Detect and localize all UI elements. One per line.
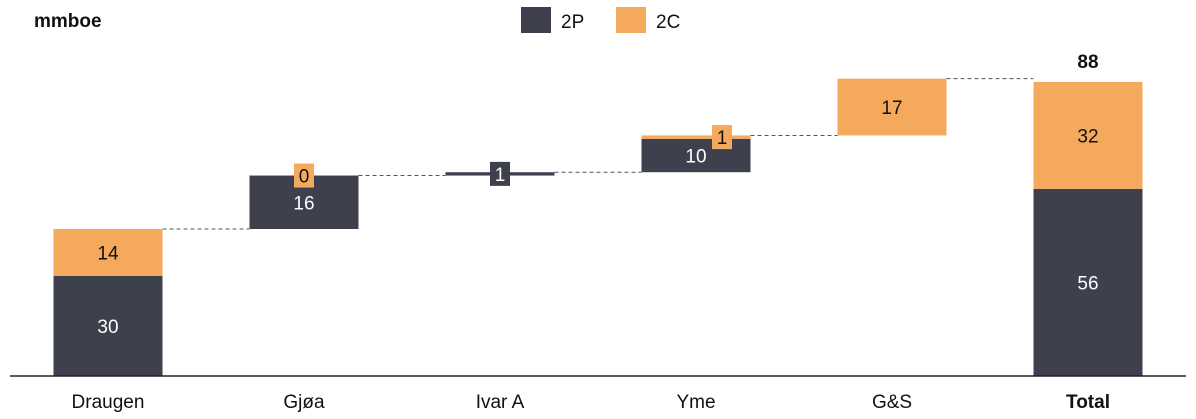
legend-swatch-2c xyxy=(616,7,646,33)
legend-label-2c: 2C xyxy=(656,12,680,33)
data-label-2p-box xyxy=(490,161,510,186)
data-label-2c: 0 xyxy=(299,167,310,188)
data-label-2p: 30 xyxy=(97,317,118,338)
data-labels: 30 14 16 0 1 10 1 17 56 32 88 xyxy=(97,52,1098,338)
total-label: 88 xyxy=(1077,52,1098,73)
bar-2c-total xyxy=(1033,82,1143,189)
data-label-2c-box xyxy=(712,125,732,150)
legend-label-2p: 2P xyxy=(561,12,584,33)
bar-2p-yme xyxy=(641,138,751,173)
bar-2p-total xyxy=(1033,188,1143,376)
data-label-2p: 1 xyxy=(495,165,506,186)
bar-2c-g-s xyxy=(837,78,947,136)
x-tick-label: Yme xyxy=(676,392,715,413)
unit-label: mmboe xyxy=(34,11,102,32)
x-tick-label: G&S xyxy=(872,392,912,413)
bar-2p-draugen xyxy=(53,275,163,376)
x-tick-label: Total xyxy=(1066,392,1110,413)
bar-2c-draugen xyxy=(53,229,163,276)
x-tick-label: Draugen xyxy=(72,392,145,413)
data-label-2c-box xyxy=(294,163,314,188)
x-tick-label: Gjøa xyxy=(283,392,325,413)
data-label-2p: 10 xyxy=(685,147,706,168)
legend-swatch-2p xyxy=(521,7,551,33)
x-tick-label: Ivar A xyxy=(476,392,525,413)
data-label-2c: 1 xyxy=(717,128,728,149)
data-label-2p: 56 xyxy=(1077,273,1098,294)
bar-2c-yme xyxy=(641,135,751,139)
x-tick-labels: Draugen Gjøa Ivar A Yme G&S Total xyxy=(72,392,1110,413)
data-label-2c: 14 xyxy=(97,243,119,264)
bars-layer xyxy=(53,78,1143,376)
connectors-layer xyxy=(162,78,1034,230)
data-label-2p: 16 xyxy=(293,193,314,214)
legend: 2P 2C xyxy=(521,7,680,33)
data-label-2c: 17 xyxy=(881,98,902,119)
data-label-2c: 32 xyxy=(1077,126,1098,147)
